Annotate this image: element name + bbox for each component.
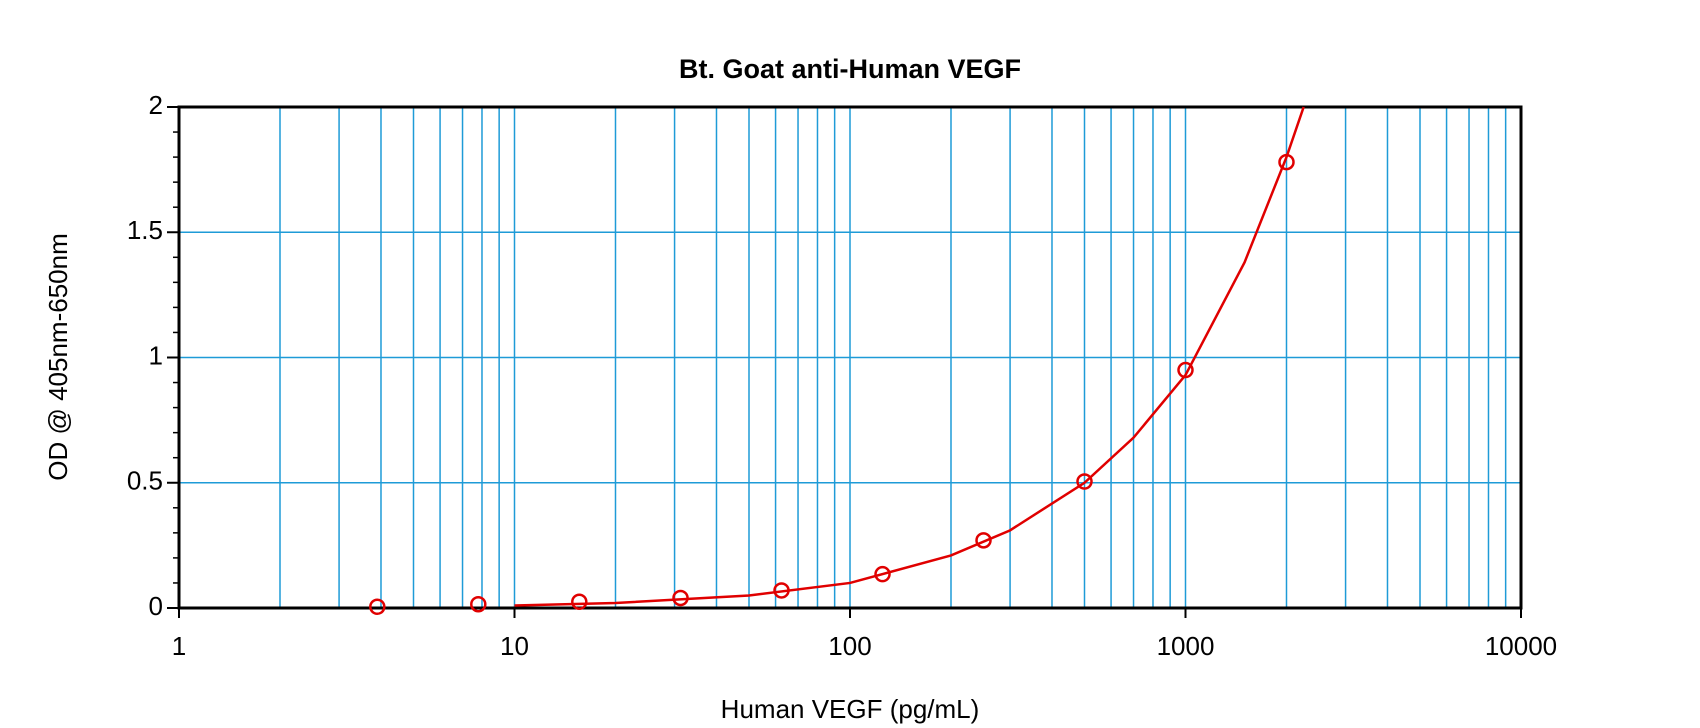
x-axis-label: Human VEGF (pg/mL) — [721, 694, 980, 724]
x-tick-label: 10 — [500, 631, 529, 661]
x-tick-label: 1000 — [1157, 631, 1215, 661]
data-point — [571, 593, 588, 610]
y-tick-label: 1 — [149, 340, 163, 370]
x-tick-label: 10000 — [1485, 631, 1557, 661]
x-tick-label: 100 — [828, 631, 871, 661]
fit-curve — [514, 106, 1305, 607]
data-point — [874, 565, 891, 583]
data-point — [470, 595, 487, 613]
y-tick-label: 1.5 — [127, 215, 163, 245]
y-axis-label: OD @ 405nm-650nm — [43, 233, 73, 481]
data-point — [369, 598, 386, 615]
chart-title: Bt. Goat anti-Human VEGF — [679, 54, 1021, 84]
plot-frame — [177, 105, 1523, 610]
y-tick-label: 0.5 — [127, 466, 163, 496]
data-point — [1076, 473, 1093, 490]
x-tick-label: 1 — [172, 631, 186, 661]
data-point — [1177, 361, 1194, 379]
y-tick-label: 0 — [149, 591, 163, 621]
data-point — [975, 532, 992, 549]
y-tick-label: 2 — [149, 90, 163, 120]
